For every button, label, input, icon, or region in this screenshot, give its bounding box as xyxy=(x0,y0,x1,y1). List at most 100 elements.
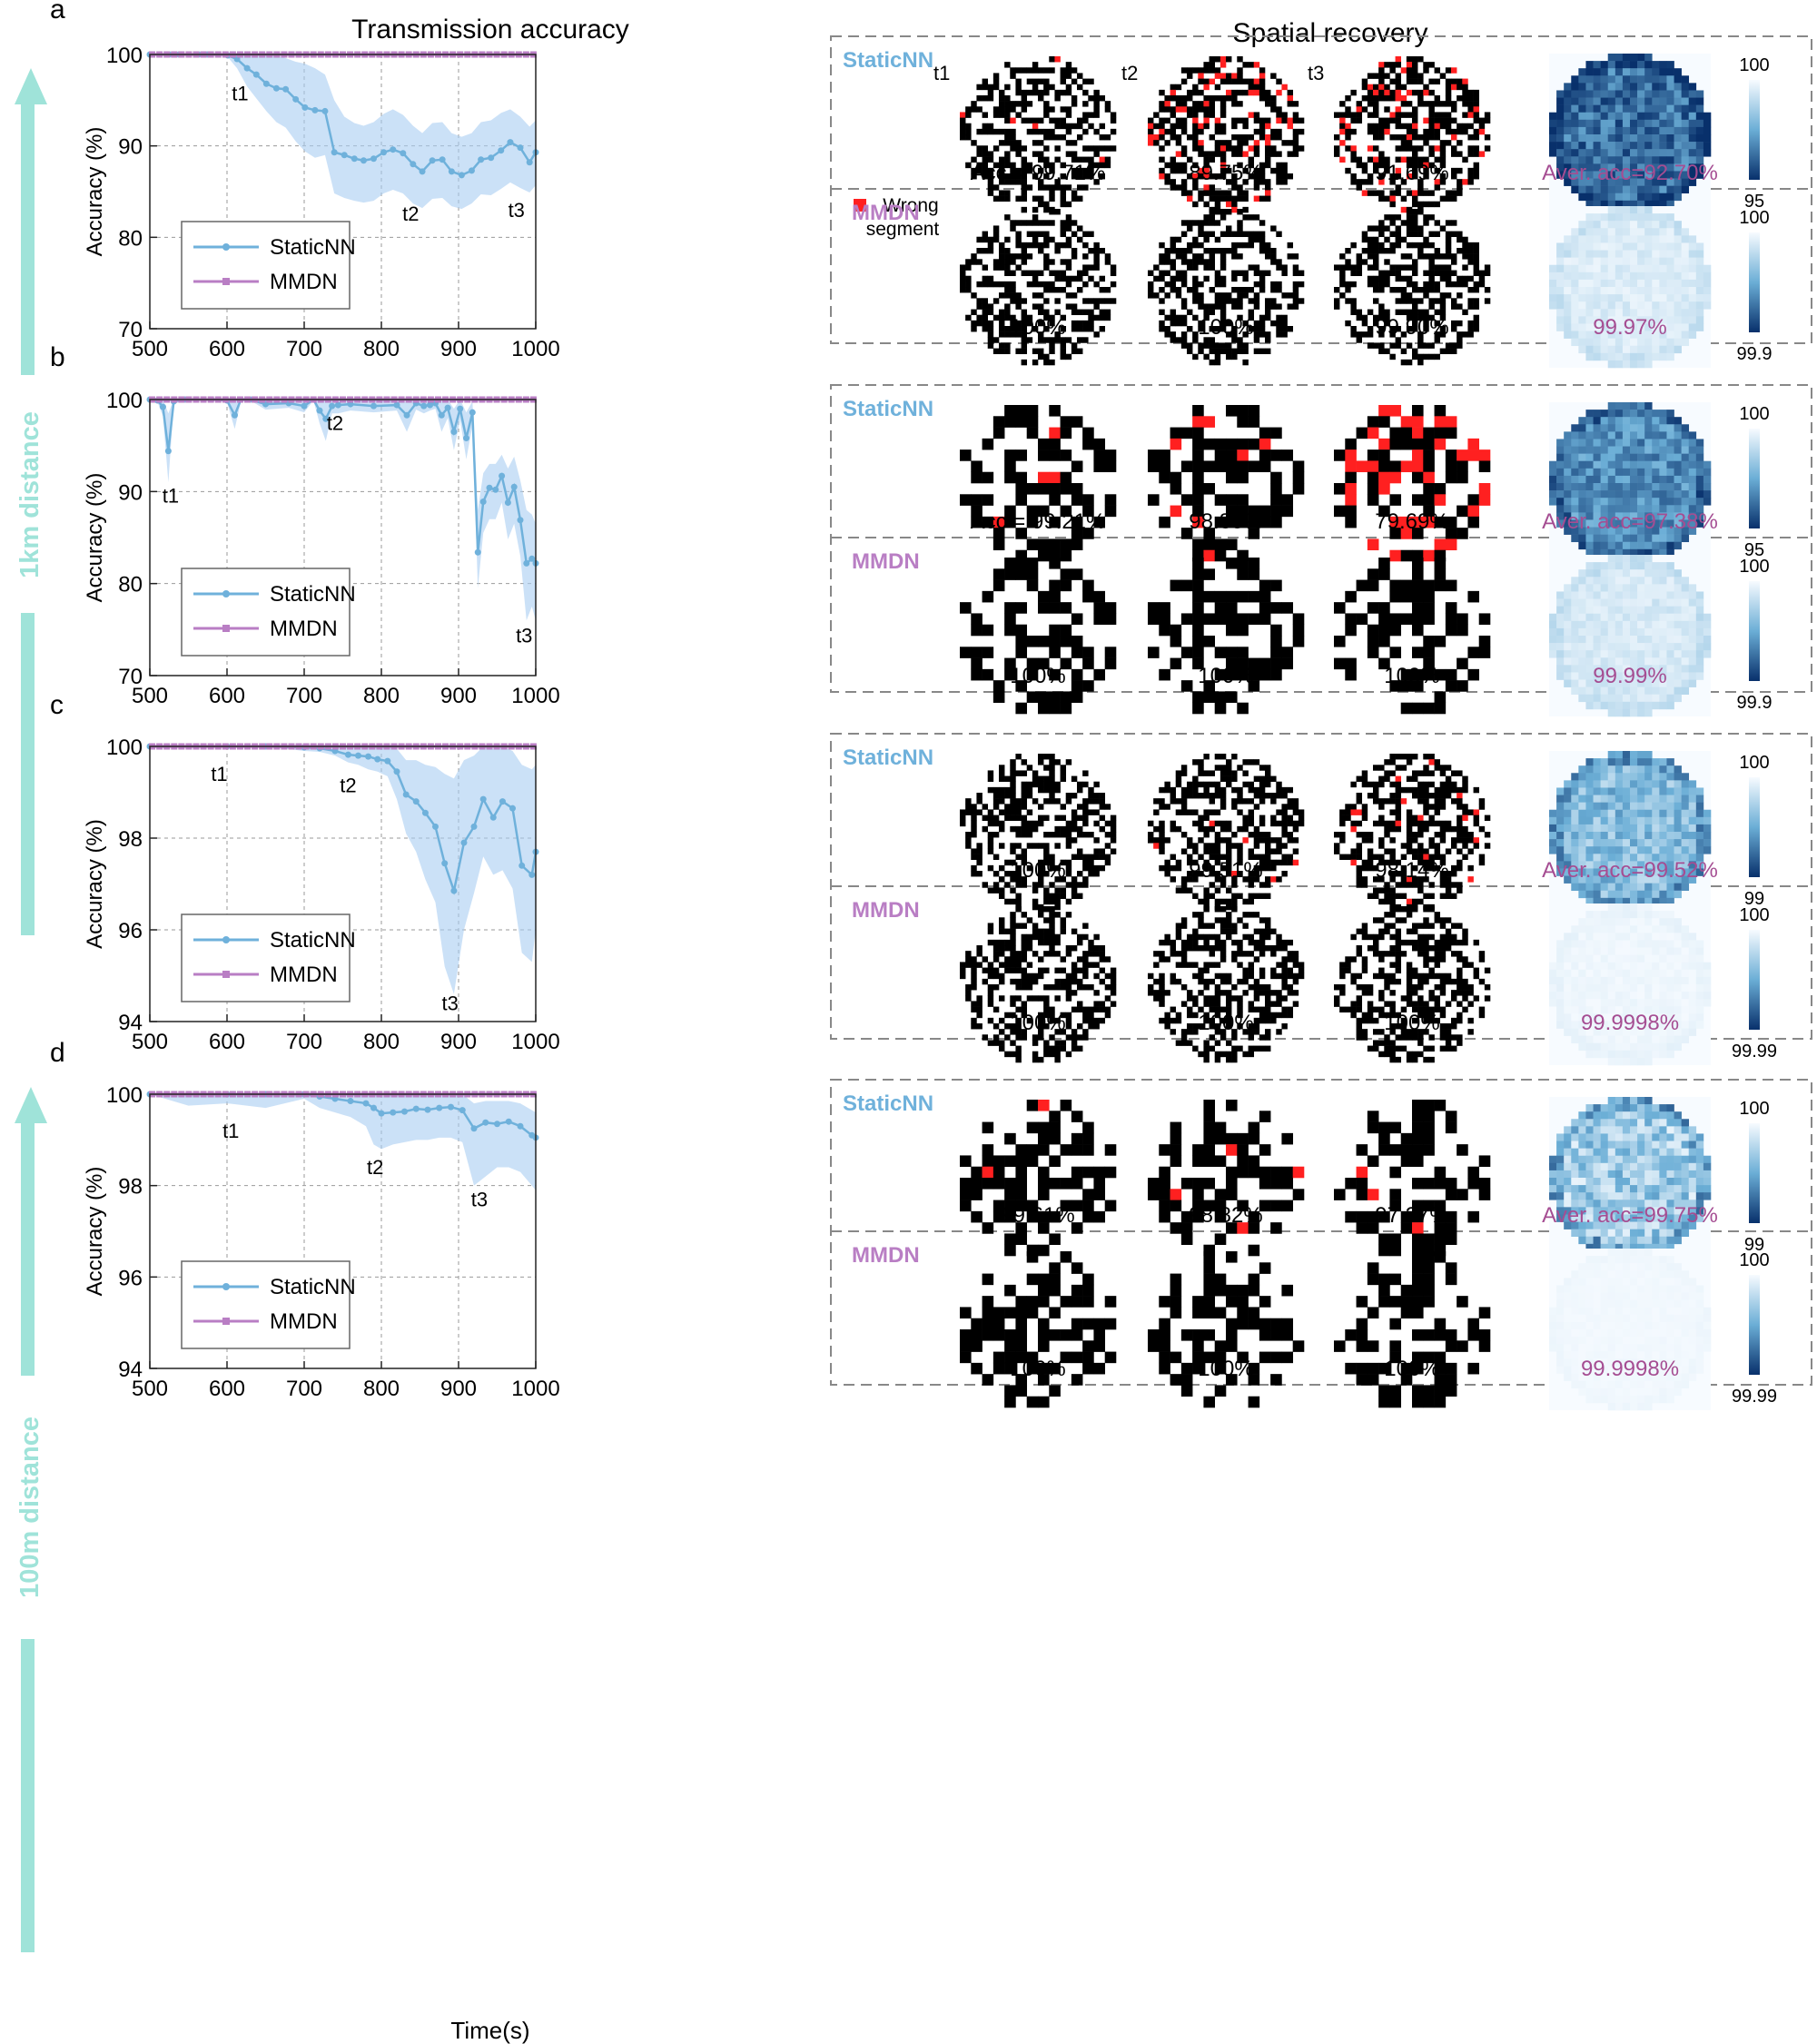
pattern-cell xyxy=(1159,624,1170,637)
pattern-cell xyxy=(1038,754,1044,760)
pattern-cell xyxy=(1021,220,1028,226)
pattern-cell xyxy=(1242,179,1249,185)
pattern-cell xyxy=(1015,264,1022,271)
y-axis-label: Accuracy (%) xyxy=(83,473,107,603)
pattern-cell xyxy=(1032,825,1039,833)
heatmap-cell xyxy=(1593,309,1601,317)
pattern-cell xyxy=(1253,167,1260,174)
pattern-cell xyxy=(1082,320,1089,327)
pattern-cell xyxy=(1209,287,1216,293)
pattern-cell xyxy=(1378,449,1390,461)
pattern-cell xyxy=(1231,151,1238,157)
pattern-cell xyxy=(1253,854,1260,861)
pattern-cell xyxy=(1457,337,1463,343)
heatmap-cell xyxy=(1622,156,1631,164)
pattern-cell xyxy=(1159,270,1165,277)
pattern-cell xyxy=(1043,871,1050,877)
pattern-cell xyxy=(1060,804,1067,810)
pattern-cell xyxy=(1060,78,1067,85)
y-tick-label: 90 xyxy=(118,480,143,505)
heatmap-cell xyxy=(1571,97,1579,105)
heatmap-cell xyxy=(1615,527,1624,535)
pattern-cell xyxy=(1071,793,1078,799)
pattern-cell xyxy=(1203,825,1210,833)
pattern-cell xyxy=(976,871,983,877)
heatmap-cell xyxy=(1593,541,1601,550)
pattern-cell xyxy=(1054,781,1061,788)
pattern-cell xyxy=(1043,765,1050,771)
heatmap-cell xyxy=(1630,694,1638,703)
heatmap-cell xyxy=(1644,301,1653,310)
pattern-cell xyxy=(1049,195,1055,202)
pattern-cell xyxy=(1148,128,1154,135)
pattern-cell xyxy=(1065,73,1072,79)
heatmap-cell xyxy=(1578,591,1586,599)
pattern-cell xyxy=(1373,84,1379,91)
heatmap-cell xyxy=(1556,250,1565,258)
average-accuracy-label: 99.99% xyxy=(1593,664,1666,688)
pattern-cell xyxy=(1367,179,1374,185)
pattern-cell xyxy=(1478,128,1486,135)
pattern-cell xyxy=(1170,438,1182,450)
heatmap-cell xyxy=(1666,620,1674,629)
pattern-cell xyxy=(1198,253,1204,260)
pattern-cell xyxy=(1038,67,1044,74)
heatmap-cell xyxy=(1607,126,1616,135)
heatmap-cell xyxy=(1703,119,1712,128)
pattern-cell xyxy=(1226,538,1238,551)
heatmap-cell xyxy=(1666,352,1674,361)
pattern-cell xyxy=(1281,647,1294,658)
pattern-cell xyxy=(1209,342,1216,349)
pattern-cell xyxy=(1237,765,1243,771)
annotation-label: t1 xyxy=(211,763,227,785)
heatmap-cell xyxy=(1630,200,1638,209)
pattern-cell xyxy=(1159,320,1165,327)
pattern-cell xyxy=(976,793,983,799)
pattern-cell xyxy=(1259,179,1266,185)
pattern-cell xyxy=(1226,516,1238,528)
pattern-cell xyxy=(976,106,983,113)
heatmap-cell xyxy=(1593,97,1601,105)
pattern-cell xyxy=(1192,460,1204,473)
heatmap-cell xyxy=(1578,68,1586,76)
pattern-cell xyxy=(1159,825,1165,833)
pattern-cell xyxy=(1038,471,1050,484)
pattern-cell xyxy=(1417,162,1424,169)
pattern-cell xyxy=(1350,128,1357,135)
pattern-cell xyxy=(1334,483,1346,495)
pattern-cell xyxy=(1180,231,1188,238)
heatmap-cell xyxy=(1688,163,1697,172)
pattern-cell xyxy=(999,775,1005,783)
pattern-cell xyxy=(1457,460,1468,473)
pattern-cell xyxy=(1276,106,1282,113)
pattern-cell xyxy=(1082,579,1094,592)
heatmap-cell xyxy=(1666,446,1674,454)
pattern-cell xyxy=(971,804,977,810)
staticnn-point xyxy=(439,156,446,163)
heatmap-cell xyxy=(1622,527,1631,535)
pattern-cell xyxy=(1082,117,1089,124)
heatmap-cell xyxy=(1593,584,1601,592)
heatmap-cell xyxy=(1644,134,1653,143)
pattern-cell xyxy=(1345,471,1357,484)
pattern-cell xyxy=(1423,342,1429,349)
pattern-cell xyxy=(1270,95,1277,102)
pattern-cell xyxy=(1082,657,1094,670)
pattern-cell xyxy=(1021,314,1028,321)
heatmap-cell xyxy=(1659,316,1667,324)
pattern-cell xyxy=(1345,298,1351,304)
heatmap-cell xyxy=(1607,591,1616,599)
heatmap-cell xyxy=(1622,402,1631,410)
heatmap-cell xyxy=(1615,287,1624,295)
pattern-cell xyxy=(999,786,1005,794)
pattern-cell xyxy=(1367,101,1374,107)
pattern-cell xyxy=(1032,770,1039,776)
heatmap-cell xyxy=(1666,650,1674,658)
heatmap-cell xyxy=(1549,636,1557,644)
pattern-cell xyxy=(1170,798,1177,805)
heatmap-cell xyxy=(1637,679,1645,687)
heatmap-cell xyxy=(1688,83,1697,91)
pattern-cell xyxy=(960,270,966,277)
recovery-pattern xyxy=(1148,405,1305,562)
heatmap-cell xyxy=(1600,171,1609,179)
